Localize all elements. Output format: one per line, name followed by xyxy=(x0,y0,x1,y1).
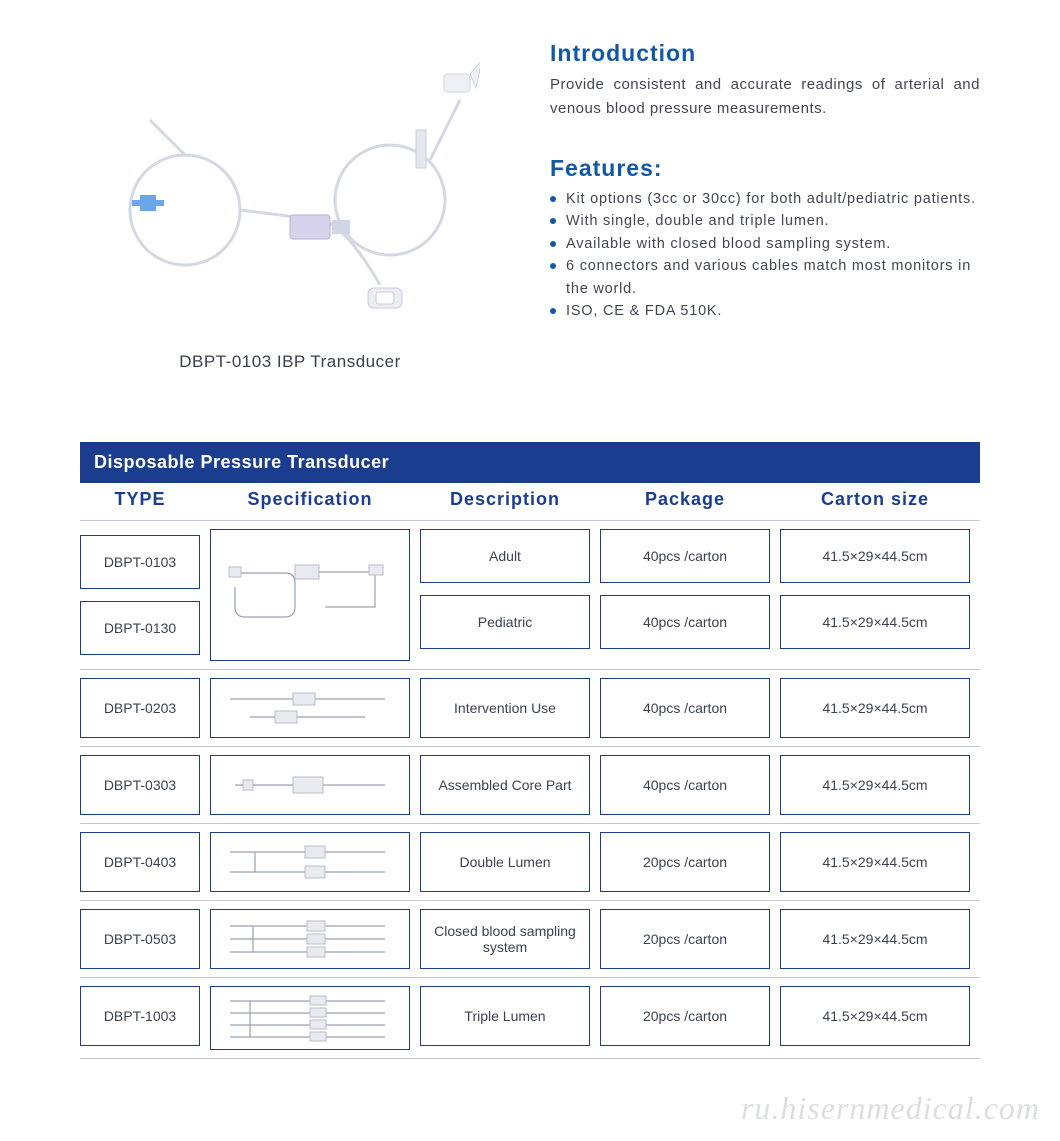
col-header-specification: Specification xyxy=(210,489,410,510)
features-title: Features: xyxy=(550,155,980,182)
col-header-package: Package xyxy=(600,489,770,510)
spec-diagram xyxy=(210,529,410,661)
spec-column xyxy=(210,529,410,661)
product-image-svg xyxy=(80,40,480,340)
package-column: 40pcs /carton xyxy=(600,755,770,815)
feature-item: With single, double and triple lumen. xyxy=(550,210,980,232)
type-column: DBPT-0103 DBPT-0130 xyxy=(80,529,200,661)
package-cell: 20pcs /carton xyxy=(600,832,770,892)
top-section: DBPT-0103 IBP Transducer Introduction Pr… xyxy=(80,40,980,372)
package-cell: 40pcs /carton xyxy=(600,678,770,738)
description-cell: Double Lumen xyxy=(420,832,590,892)
carton-column: 41.5×29×44.5cm xyxy=(780,755,970,815)
carton-cell: 41.5×29×44.5cm xyxy=(780,909,970,969)
table-header-row: TYPE Specification Description Package C… xyxy=(80,483,980,520)
package-cell: 40pcs /carton xyxy=(600,529,770,583)
description-cell: Adult xyxy=(420,529,590,583)
package-cell: 40pcs /carton xyxy=(600,755,770,815)
features-list: Kit options (3cc or 30cc) for both adult… xyxy=(550,188,980,323)
type-cell: DBPT-0403 xyxy=(80,832,200,892)
carton-column: 41.5×29×44.5cm xyxy=(780,909,970,969)
carton-column: 41.5×29×44.5cm xyxy=(780,832,970,892)
carton-cell: 41.5×29×44.5cm xyxy=(780,832,970,892)
table-row: DBPT-0303 Assembled Core Part40pcs /cart… xyxy=(80,746,980,823)
spec-column xyxy=(210,755,410,815)
description-cell: Intervention Use xyxy=(420,678,590,738)
spec-column xyxy=(210,832,410,892)
product-image-column: DBPT-0103 IBP Transducer xyxy=(80,40,500,372)
type-cell: DBPT-0203 xyxy=(80,678,200,738)
feature-item: Available with closed blood sampling sys… xyxy=(550,233,980,255)
table-title: Disposable Pressure Transducer xyxy=(80,442,980,483)
intro-body: Provide consistent and accurate readings… xyxy=(550,73,980,121)
table-row: DBPT-0203 Intervention Use40pcs /carton4… xyxy=(80,669,980,746)
package-column: 40pcs /carton xyxy=(600,678,770,738)
spec-column xyxy=(210,678,410,738)
table-row: DBPT-0503 Closed blood sampling system20… xyxy=(80,900,980,977)
description-cell: Closed blood sampling system xyxy=(420,909,590,969)
carton-cell: 41.5×29×44.5cm xyxy=(780,595,970,649)
description-column: Closed blood sampling system xyxy=(420,909,590,969)
table-body: DBPT-0103DBPT-0130 AdultPediatric40pcs /… xyxy=(80,520,980,1059)
type-column: DBPT-0203 xyxy=(80,678,200,738)
carton-column: 41.5×29×44.5cm xyxy=(780,678,970,738)
spec-diagram xyxy=(210,678,410,738)
intro-title: Introduction xyxy=(550,40,980,67)
description-cell: Pediatric xyxy=(420,595,590,649)
package-column: 20pcs /carton xyxy=(600,832,770,892)
type-column: DBPT-1003 xyxy=(80,986,200,1050)
table-section: Disposable Pressure Transducer TYPE Spec… xyxy=(80,442,980,1059)
feature-item: 6 connectors and various cables match mo… xyxy=(550,255,980,300)
description-column: Adult Pediatric xyxy=(420,529,590,661)
spec-column xyxy=(210,909,410,969)
package-column: 20pcs /carton xyxy=(600,986,770,1050)
description-cell: Assembled Core Part xyxy=(420,755,590,815)
description-cell: Triple Lumen xyxy=(420,986,590,1046)
type-column: DBPT-0503 xyxy=(80,909,200,969)
carton-cell: 41.5×29×44.5cm xyxy=(780,986,970,1046)
carton-cell: 41.5×29×44.5cm xyxy=(780,755,970,815)
carton-cell: 41.5×29×44.5cm xyxy=(780,678,970,738)
feature-item: Kit options (3cc or 30cc) for both adult… xyxy=(550,188,980,210)
spec-diagram xyxy=(210,755,410,815)
product-image xyxy=(80,40,480,340)
table-row: DBPT-1003 Triple Lumen20pcs /carton41.5×… xyxy=(80,977,980,1059)
carton-column: 41.5×29×44.5cm 41.5×29×44.5cm xyxy=(780,529,970,661)
col-header-carton: Carton size xyxy=(780,489,970,510)
package-cell: 20pcs /carton xyxy=(600,909,770,969)
description-column: Double Lumen xyxy=(420,832,590,892)
description-column: Assembled Core Part xyxy=(420,755,590,815)
description-column: Triple Lumen xyxy=(420,986,590,1050)
package-column: 40pcs /carton 40pcs /carton xyxy=(600,529,770,661)
spec-diagram xyxy=(210,909,410,969)
type-cell: DBPT-0303 xyxy=(80,755,200,815)
col-header-type: TYPE xyxy=(80,489,200,510)
type-cell: DBPT-0103 xyxy=(80,535,200,589)
table-row: DBPT-0403 Double Lumen20pcs /carton41.5×… xyxy=(80,823,980,900)
feature-item: ISO, CE & FDA 510K. xyxy=(550,300,980,322)
package-column: 20pcs /carton xyxy=(600,909,770,969)
spec-column xyxy=(210,986,410,1050)
text-column: Introduction Provide consistent and accu… xyxy=(550,40,980,323)
table-row: DBPT-0103 DBPT-0130 Adult Pediatric40pcs /… xyxy=(80,520,980,669)
package-cell: 20pcs /carton xyxy=(600,986,770,1046)
type-cell: DBPT-1003 xyxy=(80,986,200,1046)
type-cell: DBPT-0503 xyxy=(80,909,200,969)
col-header-description: Description xyxy=(420,489,590,510)
spec-diagram xyxy=(210,986,410,1050)
type-column: DBPT-0303 xyxy=(80,755,200,815)
type-column: DBPT-0403 xyxy=(80,832,200,892)
carton-cell: 41.5×29×44.5cm xyxy=(780,529,970,583)
package-cell: 40pcs /carton xyxy=(600,595,770,649)
description-column: Intervention Use xyxy=(420,678,590,738)
spec-diagram xyxy=(210,832,410,892)
watermark: ru.hisernmedical.com xyxy=(741,1090,1040,1127)
carton-column: 41.5×29×44.5cm xyxy=(780,986,970,1050)
type-cell: DBPT-0130 xyxy=(80,601,200,655)
product-caption: DBPT-0103 IBP Transducer xyxy=(80,352,500,372)
